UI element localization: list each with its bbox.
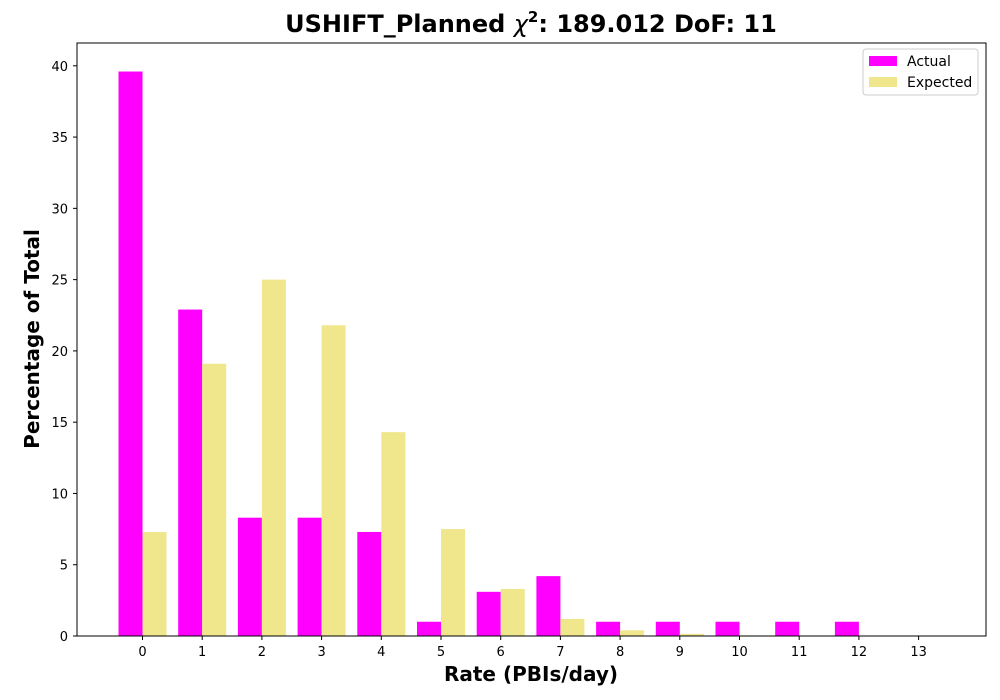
x-tick-label: 3 [317,645,325,660]
x-tick-label: 0 [138,645,146,660]
x-axis-title: Rate (PBIs/day) [444,662,618,686]
bar-actual-12 [834,621,859,636]
y-tick-label: 30 [51,202,68,217]
y-axis-title: Percentage of Total [20,229,44,449]
x-tick-label: 2 [258,645,266,660]
legend-swatch-actual [869,56,897,66]
bar-expected-4 [381,432,406,636]
plot-frame [76,42,987,637]
y-axis-ticks: 0 5 10 15 20 25 30 35 40 [51,60,77,645]
x-tick-label: 9 [676,645,684,660]
x-tick-label: 6 [497,645,505,660]
bar-actual-8 [596,621,621,636]
bar-expected-1 [202,363,227,636]
x-tick-label: 8 [616,645,624,660]
bars-group [118,71,859,636]
bar-actual-4 [357,531,382,636]
bar-actual-7 [536,576,561,636]
bar-expected-8 [620,630,645,636]
x-axis-ticks: 0 1 2 3 4 5 6 7 8 9 10 11 12 13 [138,636,927,660]
bar-actual-0 [118,71,143,636]
legend-label-expected: Expected [907,75,972,91]
y-tick-label: 35 [51,131,68,146]
bar-expected-5 [441,529,465,636]
bar-actual-5 [417,621,441,636]
bar-actual-3 [297,517,322,636]
legend-swatch-expected [869,77,897,87]
bar-expected-9 [679,633,704,636]
x-tick-label: 12 [851,645,868,660]
y-tick-label: 25 [51,274,68,289]
bar-expected-0 [142,531,167,636]
legend: Actual Expected [862,48,979,96]
y-tick-label: 20 [51,345,68,360]
bar-expected-6 [500,588,525,636]
y-tick-label: 0 [60,630,68,645]
bar-expected-3 [321,325,346,636]
x-tick-label: 5 [437,645,445,660]
x-tick-label: 7 [556,645,564,660]
bar-expected-7 [560,618,585,636]
bar-actual-10 [715,621,740,636]
bar-actual-6 [476,591,501,636]
x-tick-label: 1 [198,645,206,660]
x-tick-label: 11 [791,645,808,660]
bar-actual-11 [775,621,800,636]
x-tick-label: 4 [377,645,385,660]
bar-actual-2 [237,517,262,636]
x-tick-label: 13 [910,645,927,660]
y-tick-label: 5 [60,559,68,574]
y-tick-label: 10 [51,487,68,502]
x-tick-label: 10 [731,645,748,660]
legend-label-actual: Actual [907,54,951,70]
y-tick-label: 15 [51,416,68,431]
chart-title: USHIFT_Planned χ2: 189.012 DoF: 11 [285,8,777,38]
bar-expected-2 [261,279,286,636]
bar-actual-1 [178,309,203,636]
y-tick-label: 40 [51,60,68,75]
bar-actual-9 [655,621,680,636]
